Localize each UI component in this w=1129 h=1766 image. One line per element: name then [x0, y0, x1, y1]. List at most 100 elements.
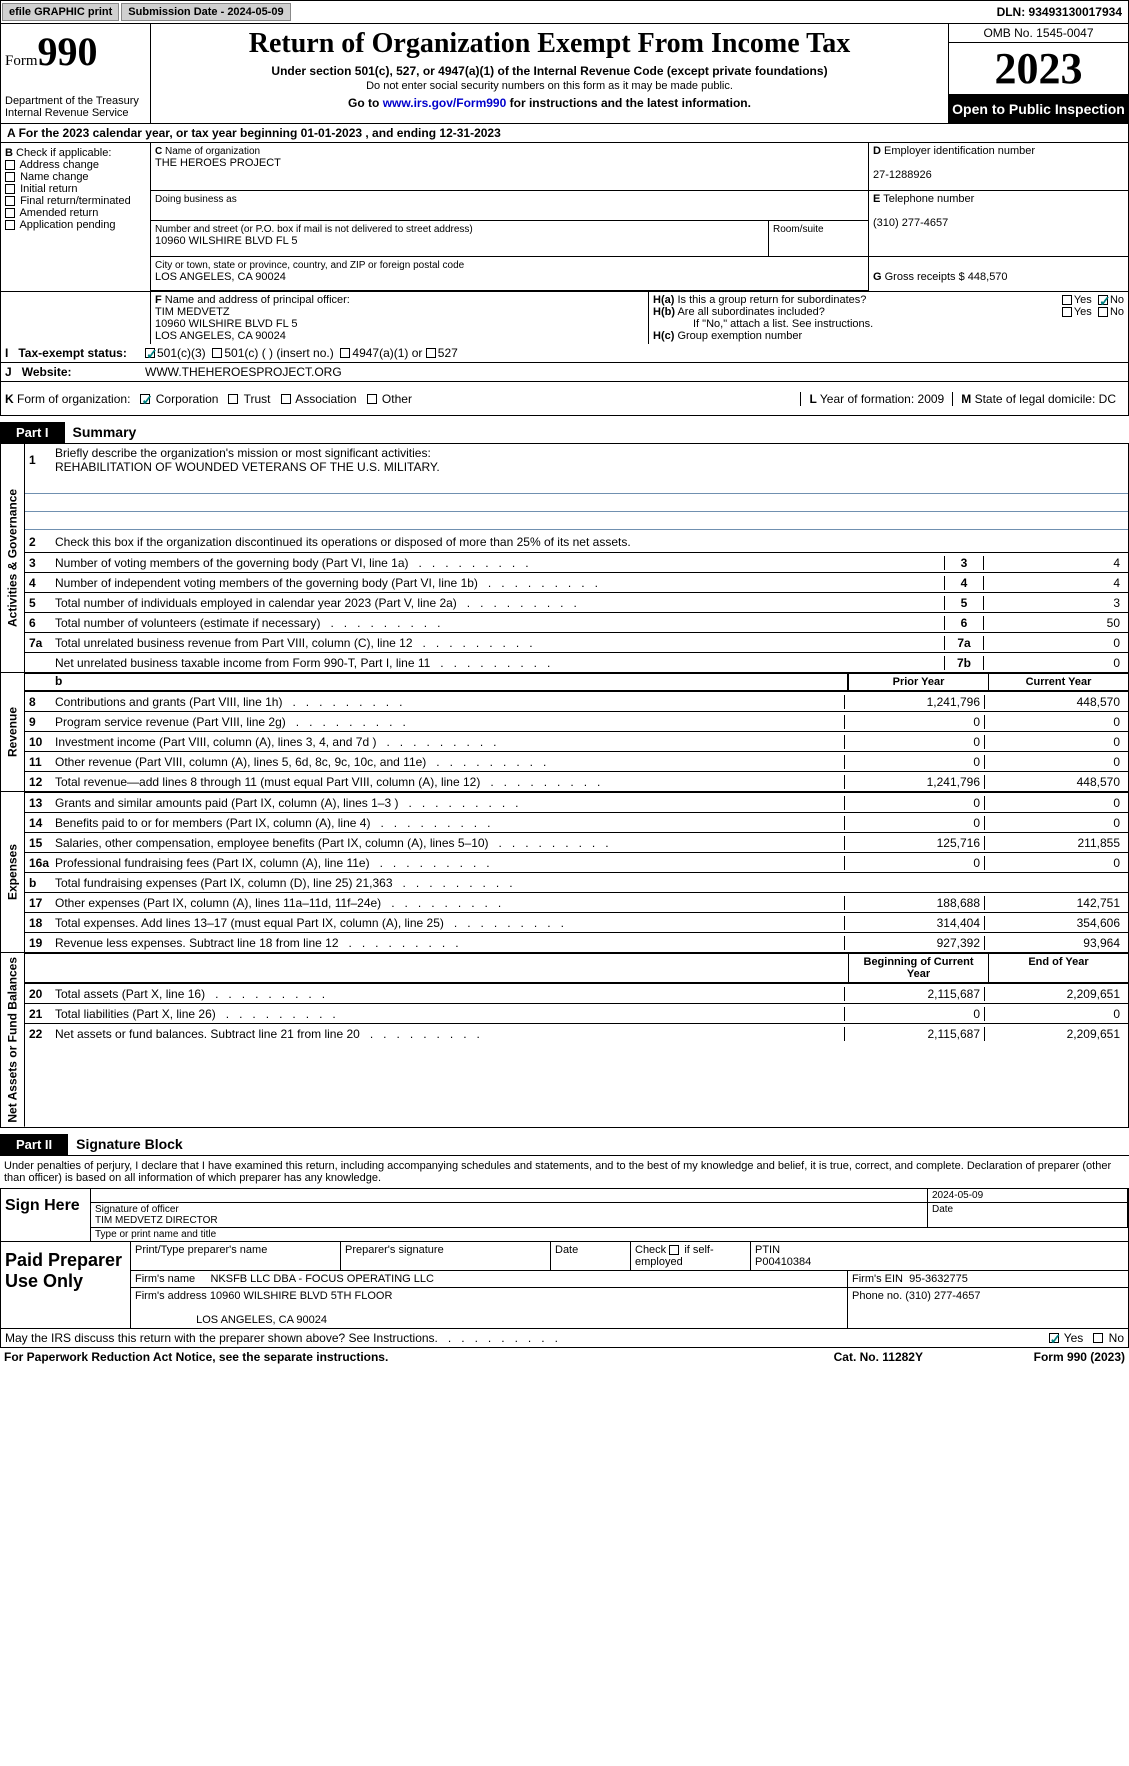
assoc-checkbox[interactable] — [281, 394, 291, 404]
form-link-line: Go to www.irs.gov/Form990 for instructio… — [159, 96, 940, 110]
summary-line: 6Total number of volunteers (estimate if… — [25, 612, 1128, 632]
application-pending-checkbox[interactable] — [5, 220, 15, 230]
underline — [25, 496, 1128, 512]
officer-addr2: LOS ANGELES, CA 90024 — [155, 330, 286, 342]
vtab-netassets: Net Assets or Fund Balances — [1, 953, 25, 1127]
summary-line: 7aTotal unrelated business revenue from … — [25, 632, 1128, 652]
summary-line: 3Number of voting members of the governi… — [25, 552, 1128, 572]
submission-date-button[interactable]: Submission Date - 2024-05-09 — [121, 3, 290, 21]
summary-line: 17Other expenses (Part IX, column (A), l… — [25, 892, 1128, 912]
underline — [25, 478, 1128, 494]
summary-line: 12Total revenue—add lines 8 through 11 (… — [25, 771, 1128, 791]
paid-preparer-block: Paid Preparer Use Only Print/Type prepar… — [0, 1242, 1129, 1329]
discuss-yes-checkbox[interactable] — [1049, 1333, 1059, 1343]
street-address: 10960 WILSHIRE BLVD FL 5 — [155, 235, 297, 247]
phone-label: Telephone number — [883, 193, 974, 205]
part2-header: Part IISignature Block — [0, 1128, 1129, 1155]
self-employed-checkbox[interactable] — [669, 1245, 679, 1255]
sig-date-val: 2024-05-09 — [928, 1189, 1128, 1202]
corp-checkbox[interactable] — [140, 394, 150, 404]
firm-ein: 95-3632775 — [909, 1273, 968, 1285]
sign-here-block: Sign Here 2024-05-09 Signature of office… — [0, 1188, 1129, 1242]
summary-line: 10Investment income (Part VIII, column (… — [25, 731, 1128, 751]
vtab-expenses: Expenses — [1, 792, 25, 952]
summary-line: 21Total liabilities (Part X, line 26)00 — [25, 1003, 1128, 1023]
underline — [25, 514, 1128, 530]
box-f: F Name and address of principal officer:… — [151, 292, 648, 344]
ein-label: Employer identification number — [884, 145, 1035, 157]
inspection-label: Open to Public Inspection — [949, 95, 1128, 123]
ein-value: 27-1288926 — [873, 169, 932, 181]
q2-text: Check this box if the organization disco… — [55, 535, 1124, 549]
ha-no-checkbox[interactable] — [1098, 295, 1108, 305]
summary-line: 20Total assets (Part X, line 16)2,115,68… — [25, 983, 1128, 1003]
firm-name: NKSFB LLC DBA - FOCUS OPERATING LLC — [210, 1273, 434, 1285]
summary-revenue: Revenue bPrior YearCurrent Year 8Contrib… — [0, 673, 1129, 792]
4947-checkbox[interactable] — [340, 348, 350, 358]
officer-addr1: 10960 WILSHIRE BLVD FL 5 — [155, 318, 297, 330]
527-checkbox[interactable] — [426, 348, 436, 358]
initial-return-checkbox[interactable] — [5, 184, 15, 194]
name-change-checkbox[interactable] — [5, 172, 15, 182]
501c3-checkbox[interactable] — [145, 348, 155, 358]
form-header: Form990 Department of the Treasury Inter… — [0, 24, 1129, 124]
city-state-zip: LOS ANGELES, CA 90024 — [155, 271, 286, 283]
hb-yes-checkbox[interactable] — [1062, 307, 1072, 317]
mission-text: REHABILITATION OF WOUNDED VETERANS OF TH… — [55, 460, 440, 474]
ptin-value: P00410384 — [755, 1256, 811, 1268]
paid-preparer-label: Paid Preparer Use Only — [1, 1242, 131, 1328]
omb-number: OMB No. 1545-0047 — [949, 24, 1128, 43]
header-middle: Return of Organization Exempt From Incom… — [151, 24, 948, 123]
summary-expenses: Expenses 13Grants and similar amounts pa… — [0, 792, 1129, 953]
summary-line: 16aProfessional fundraising fees (Part I… — [25, 852, 1128, 872]
ha-yes-checkbox[interactable] — [1062, 295, 1072, 305]
vtab-revenue: Revenue — [1, 673, 25, 791]
current-year-hdr: Current Year — [988, 674, 1128, 690]
other-checkbox[interactable] — [367, 394, 377, 404]
room-hint: Room/suite — [773, 224, 824, 235]
summary-activities: Activities & Governance 1Briefly describ… — [0, 443, 1129, 673]
discuss-no-checkbox[interactable] — [1093, 1333, 1103, 1343]
summary-line: 4Number of independent voting members of… — [25, 572, 1128, 592]
hb-no-checkbox[interactable] — [1098, 307, 1108, 317]
part1-header: Part ISummary — [0, 416, 1129, 443]
begin-year-hdr: Beginning of Current Year — [848, 954, 988, 982]
hb-note: If "No," attach a list. See instructions… — [653, 318, 1124, 330]
vtab-activities: Activities & Governance — [1, 444, 25, 672]
trust-checkbox[interactable] — [228, 394, 238, 404]
box-c: C Name of organization THE HEROES PROJEC… — [151, 143, 868, 291]
form-subtitle-1: Under section 501(c), 527, or 4947(a)(1)… — [159, 64, 940, 78]
gross-label: Gross receipts $ — [885, 271, 965, 283]
tax-exempt-row: I Tax-exempt status: 501(c)(3) 501(c) ( … — [0, 344, 1129, 363]
address-change-checkbox[interactable] — [5, 160, 15, 170]
officer-sig-name: TIM MEDVETZ DIRECTOR — [95, 1215, 218, 1226]
k-l-m-row: K Form of organization: Corporation Trus… — [0, 382, 1129, 416]
topbar: efile GRAPHIC print Submission Date - 20… — [0, 0, 1129, 24]
final-return-checkbox[interactable] — [5, 196, 15, 206]
paperwork-notice: For Paperwork Reduction Act Notice, see … — [4, 1350, 834, 1364]
tax-year: 2023 — [949, 43, 1128, 95]
box-b: B Check if applicable: Address change Na… — [1, 143, 151, 291]
irs-link[interactable]: www.irs.gov/Form990 — [383, 96, 507, 110]
501c-checkbox[interactable] — [212, 348, 222, 358]
website-row: J Website: WWW.THEHEROESPROJECT.ORG — [0, 363, 1129, 382]
summary-line: 9Program service revenue (Part VIII, lin… — [25, 711, 1128, 731]
cat-no: Cat. No. 11282Y — [834, 1350, 1034, 1364]
summary-line: 19Revenue less expenses. Subtract line 1… — [25, 932, 1128, 952]
efile-print-button[interactable]: efile GRAPHIC print — [2, 3, 119, 21]
prep-phone: (310) 277-4657 — [905, 1290, 980, 1302]
box-h: H(a) Is this a group return for subordin… — [648, 292, 1128, 344]
phone-value: (310) 277-4657 — [873, 217, 948, 229]
hc-label: Group exemption number — [677, 330, 802, 342]
dba-hint: Doing business as — [155, 194, 237, 205]
discuss-row: May the IRS discuss this return with the… — [0, 1329, 1129, 1348]
box-d-e-g: D Employer identification number 27-1288… — [868, 143, 1128, 291]
addr-hint: Number and street (or P.O. box if mail i… — [155, 224, 473, 235]
amended-return-checkbox[interactable] — [5, 208, 15, 218]
footer: For Paperwork Reduction Act Notice, see … — [0, 1348, 1129, 1366]
officer-h-row: F Name and address of principal officer:… — [0, 291, 1129, 344]
summary-line: 13Grants and similar amounts paid (Part … — [25, 792, 1128, 812]
line-a: A For the 2023 calendar year, or tax yea… — [0, 124, 1129, 143]
summary-line: 15Salaries, other compensation, employee… — [25, 832, 1128, 852]
summary-line: 8Contributions and grants (Part VIII, li… — [25, 691, 1128, 711]
